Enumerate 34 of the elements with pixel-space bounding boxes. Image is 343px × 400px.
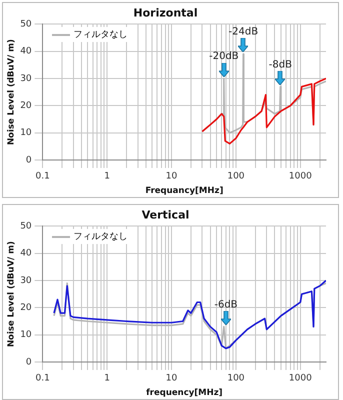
x-tick-label: 1	[104, 374, 110, 384]
y-axis-title: Noise Level (dBuV/ m)	[6, 241, 16, 348]
annotation: -6dB	[214, 299, 238, 310]
x-tick-label: 100	[227, 172, 245, 182]
x-tick-label: 1000	[288, 172, 312, 182]
y-tick-label: 0	[26, 155, 32, 166]
y-tick-label: 10	[20, 128, 32, 138]
chart-title: Vertical	[142, 208, 190, 222]
annotation: -20dB	[209, 51, 239, 62]
y-tick-label: 50	[20, 222, 32, 232]
annotation: -24dB	[228, 26, 258, 38]
y-tick-label: 10	[20, 330, 32, 340]
legend-label: フィルタなし	[74, 231, 128, 244]
x-tick-label: 0.1	[35, 374, 50, 384]
annotation: -8dB	[268, 59, 292, 70]
y-tick-label: 40	[20, 248, 32, 259]
y-tick-label: 50	[20, 20, 32, 30]
x-tick-label: 0.1	[35, 172, 50, 182]
legend-label: フィルタなし	[74, 29, 128, 42]
x-tick-label: 10	[166, 172, 178, 182]
y-tick-label: 30	[20, 276, 32, 286]
x-axis-title: Frequancy[MHz]	[145, 186, 224, 196]
x-axis-title: frequency[MHz]	[146, 388, 223, 398]
x-tick-label: 1	[104, 172, 110, 182]
y-tick-label: 0	[26, 357, 32, 368]
x-tick-label: 1000	[288, 374, 312, 384]
y-tick-label: 40	[20, 46, 32, 57]
y-tick-label: 20	[20, 101, 32, 112]
x-tick-label: 100	[227, 374, 245, 384]
y-tick-label: 20	[20, 303, 32, 314]
chart-title: Horizontal	[133, 6, 198, 20]
y-axis-title: Noise Level (dBuV/ m)	[6, 39, 16, 146]
x-tick-label: 10	[166, 374, 178, 384]
y-tick-label: 30	[20, 74, 32, 84]
